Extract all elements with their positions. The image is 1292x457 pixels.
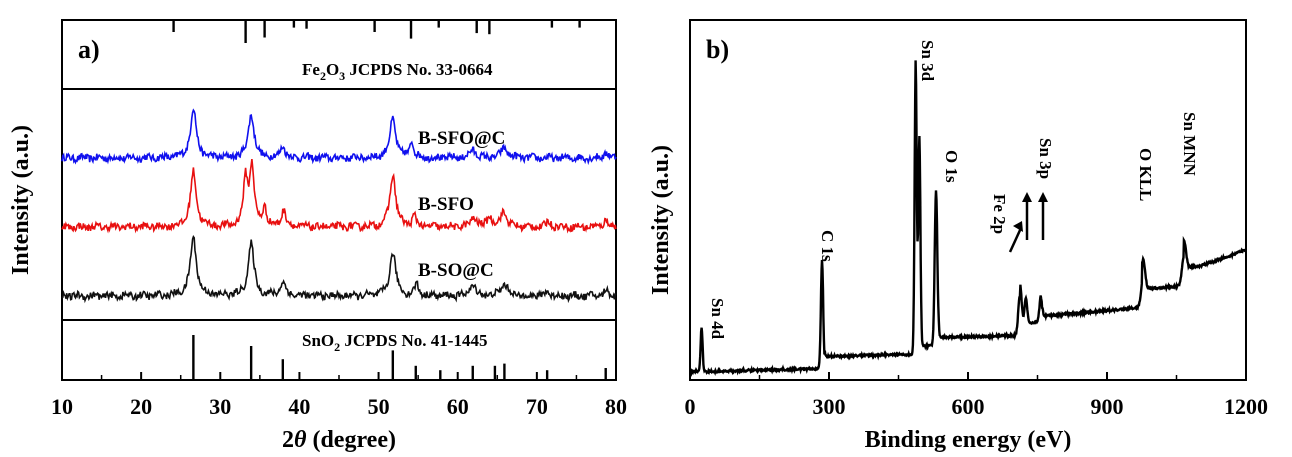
x-tick-label: 70 (526, 394, 548, 419)
xrd-series-line (61, 108, 617, 166)
xrd-series (61, 108, 617, 304)
x-tick-label: 60 (447, 394, 469, 419)
bottom-reference-peaks (192, 335, 607, 379)
x-tick-label: 20 (130, 394, 152, 419)
x-tick-label: 900 (1091, 394, 1124, 419)
panel-a: a) Fe2O3 JCPDS No. 33-0664 SnO2 JCPDS No… (8, 19, 627, 453)
panel-b: b) Sn 4d C 1s Sn 3d O 1s Fe 2p Sn 3p O KLL Sn M… (648, 19, 1268, 453)
peak-annotation: Fe 2p (990, 194, 1009, 234)
x-tick-label: 0 (685, 394, 696, 419)
top-reference-peaks (172, 21, 581, 43)
panel-b-frame (689, 19, 1247, 381)
x-tick-label: 300 (813, 394, 846, 419)
x-tick-label: 600 (952, 394, 985, 419)
peak-annotation: O KLL (1136, 148, 1155, 201)
x-tick-label: 40 (288, 394, 310, 419)
xrd-series-line (61, 159, 617, 234)
series-label-b-so-c: B-SO@C (418, 260, 494, 281)
series-label-b-sfo: B-SFO (418, 194, 474, 215)
xrd-series-line (61, 234, 617, 304)
panel-a-y-axis-label: Intensity (a.u.) (8, 125, 34, 275)
annotation-arrow-head (1038, 192, 1048, 202)
bottom-reference-label: SnO2 JCPDS No. 41-1445 (302, 331, 487, 354)
peak-annotation: Sn MNN (1180, 112, 1199, 176)
panel-b-y-axis-label: Intensity (a.u.) (648, 145, 674, 295)
panel-a-x-ticks: 10 20 30 40 50 60 70 80 (51, 372, 627, 419)
peak-annotation: Sn 3p (1036, 138, 1055, 179)
panel-b-label: b) (706, 35, 729, 64)
x-tick-label: 80 (605, 394, 627, 419)
panel-b-x-axis-label: Binding energy (eV) (865, 427, 1072, 453)
peak-annotation: C 1s (818, 230, 837, 262)
panel-b-x-ticks: 0 300 600 900 1200 (685, 372, 1268, 419)
x-tick-label: 50 (368, 394, 390, 419)
annotation-arrow-shaft (1008, 227, 1023, 253)
peak-annotations: Sn 4d C 1s Sn 3d O 1s Fe 2p Sn 3p O KLL Sn MNN (708, 40, 1199, 340)
peak-annotation: Sn 4d (708, 298, 727, 340)
x-tick-label: 30 (209, 394, 231, 419)
x-tick-label: 1200 (1224, 394, 1268, 419)
annotation-arrow-head (1022, 192, 1032, 202)
peak-annotation: Sn 3d (918, 40, 937, 82)
panel-a-label: a) (78, 35, 100, 64)
series-label-b-sfo-c: B-SFO@C (418, 128, 505, 149)
panel-a-x-axis-label: 2θ (degree) (282, 427, 396, 453)
xps-spectrum-line (689, 60, 1248, 378)
annotation-arrow-head (1013, 221, 1023, 232)
peak-annotation: O 1s (942, 150, 961, 183)
x-tick-label: 10 (51, 394, 73, 419)
top-reference-label: Fe2O3 JCPDS No. 33-0664 (302, 60, 493, 83)
